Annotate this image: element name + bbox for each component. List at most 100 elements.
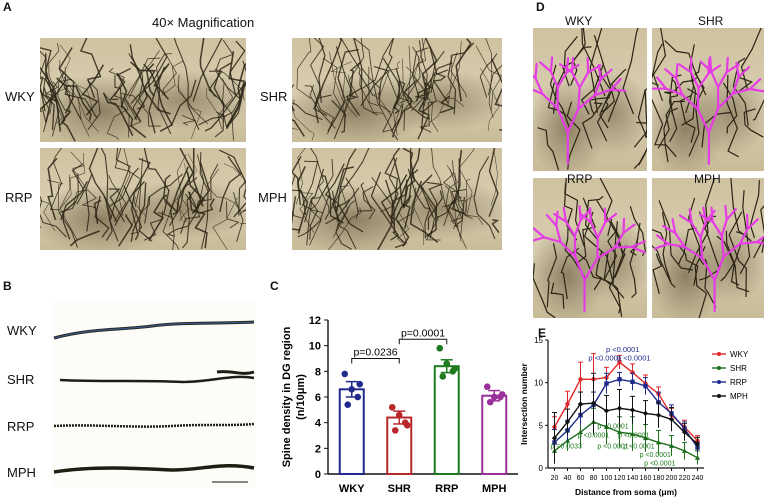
dendrite-branch — [362, 186, 376, 220]
traced-segment — [737, 66, 751, 79]
traced-segment — [565, 57, 570, 74]
dendrite-branch — [40, 47, 53, 122]
dendrite-branch — [40, 213, 67, 238]
traced-segment — [711, 220, 723, 238]
traced-segment — [746, 218, 759, 230]
traced-d-mph — [652, 178, 764, 318]
dendrite-branch — [40, 89, 55, 130]
dendrite-branch — [450, 52, 467, 98]
traced-segment — [545, 214, 558, 227]
traced-segment — [566, 107, 580, 134]
dendrite-branch — [701, 112, 731, 148]
dendrite-branch — [93, 199, 102, 224]
dendrite-branch — [652, 228, 667, 246]
x-tick-label: 220 — [679, 475, 691, 482]
dendrite-branch — [549, 64, 571, 129]
dendrite-branch — [208, 70, 225, 138]
dendrite-branch — [196, 163, 219, 206]
dendrite-branch — [345, 177, 359, 219]
x-axis-label: Distance from soma (μm) — [575, 487, 677, 497]
panel-a-label-shr: SHR — [260, 89, 288, 104]
dendrite-branch — [596, 200, 625, 259]
dendrite-branch — [106, 99, 129, 140]
dendrite-branch — [40, 77, 46, 112]
traced-segment — [697, 72, 710, 90]
dendrites-a-rrp — [40, 148, 246, 250]
panel-a-label-wky: WKY — [5, 89, 35, 104]
dendrite-branch — [100, 148, 113, 241]
p-value-green: p <0.0001 — [623, 443, 654, 450]
dendrite-branch — [70, 151, 88, 205]
dendrite-branch — [608, 245, 627, 314]
dendrite-branch — [161, 60, 184, 96]
dendrite-branch — [391, 67, 412, 138]
traced-segment — [570, 56, 575, 74]
traced-segment — [533, 236, 546, 242]
traced-segment — [748, 87, 764, 93]
dendrite-branch — [233, 192, 244, 243]
y-tick-label: 12 — [309, 315, 321, 327]
traced-segment — [555, 224, 562, 244]
data-point — [604, 381, 609, 386]
traced-segment — [655, 234, 670, 246]
dendrite-branch — [409, 180, 439, 243]
dendrite-branch — [393, 81, 401, 114]
traced-segment — [699, 60, 713, 73]
data-point — [388, 403, 396, 411]
dendrite-branch — [49, 148, 63, 211]
data-point — [578, 377, 583, 382]
traced-segment — [755, 240, 764, 246]
dendrite-branch — [371, 177, 394, 213]
dendrite-branch — [419, 80, 437, 133]
dendrite-branch — [348, 38, 365, 99]
p-value-green: p <0.0001 — [618, 432, 649, 439]
bar-rrp — [433, 365, 460, 475]
traced-segment — [735, 61, 740, 79]
traced-segment — [716, 70, 728, 89]
x-tick-label: 120 — [614, 475, 626, 482]
dendrite-branch — [752, 99, 764, 121]
dendrite-branch — [333, 185, 349, 238]
dendrite-branch — [233, 201, 246, 218]
traced-segment — [702, 206, 707, 223]
dendrite-branch — [652, 99, 677, 158]
data-point — [629, 407, 636, 413]
dendrite-branch — [661, 212, 672, 283]
traced-segment — [707, 58, 711, 75]
dendrite-branch — [103, 93, 130, 138]
dendrite-branch — [297, 192, 331, 238]
y-tick-label: 0 — [315, 469, 321, 481]
dendrite-branch — [395, 195, 412, 247]
traced-segment — [748, 78, 762, 91]
dendrite-branch — [114, 158, 151, 226]
traced-segment — [738, 240, 759, 246]
dendrite-branch — [129, 44, 148, 120]
dendrite-branch — [176, 148, 194, 212]
dendrite-branch — [57, 78, 73, 111]
panel-d-label-mph: MPH — [694, 172, 721, 186]
data-point — [642, 410, 649, 416]
dendrite-branch — [429, 45, 449, 104]
data-point — [356, 380, 364, 388]
dendrite-branch — [176, 85, 202, 139]
dendrite-branch — [182, 187, 197, 249]
dendrite-branch — [162, 53, 177, 99]
data-point — [694, 455, 701, 460]
traced-segment — [534, 62, 538, 80]
traced-segment — [713, 255, 725, 282]
dendrite-branch — [296, 38, 312, 99]
dendrite-branch — [192, 38, 223, 102]
dendrite-branch — [446, 199, 466, 238]
dendrite-branch — [475, 45, 502, 111]
dendrite-branch — [743, 108, 764, 138]
dendrite-branch — [345, 38, 363, 116]
traced-segment — [596, 246, 617, 260]
y-tick-label: 5 — [539, 421, 544, 430]
dendrite-branch — [292, 196, 300, 231]
data-point — [630, 379, 635, 385]
panel-a-label-mph: MPH — [258, 190, 287, 205]
dendrite-branch — [633, 89, 647, 170]
dendrite-branch — [730, 178, 752, 242]
traced-segment — [593, 88, 613, 97]
traced-segment — [671, 218, 677, 235]
